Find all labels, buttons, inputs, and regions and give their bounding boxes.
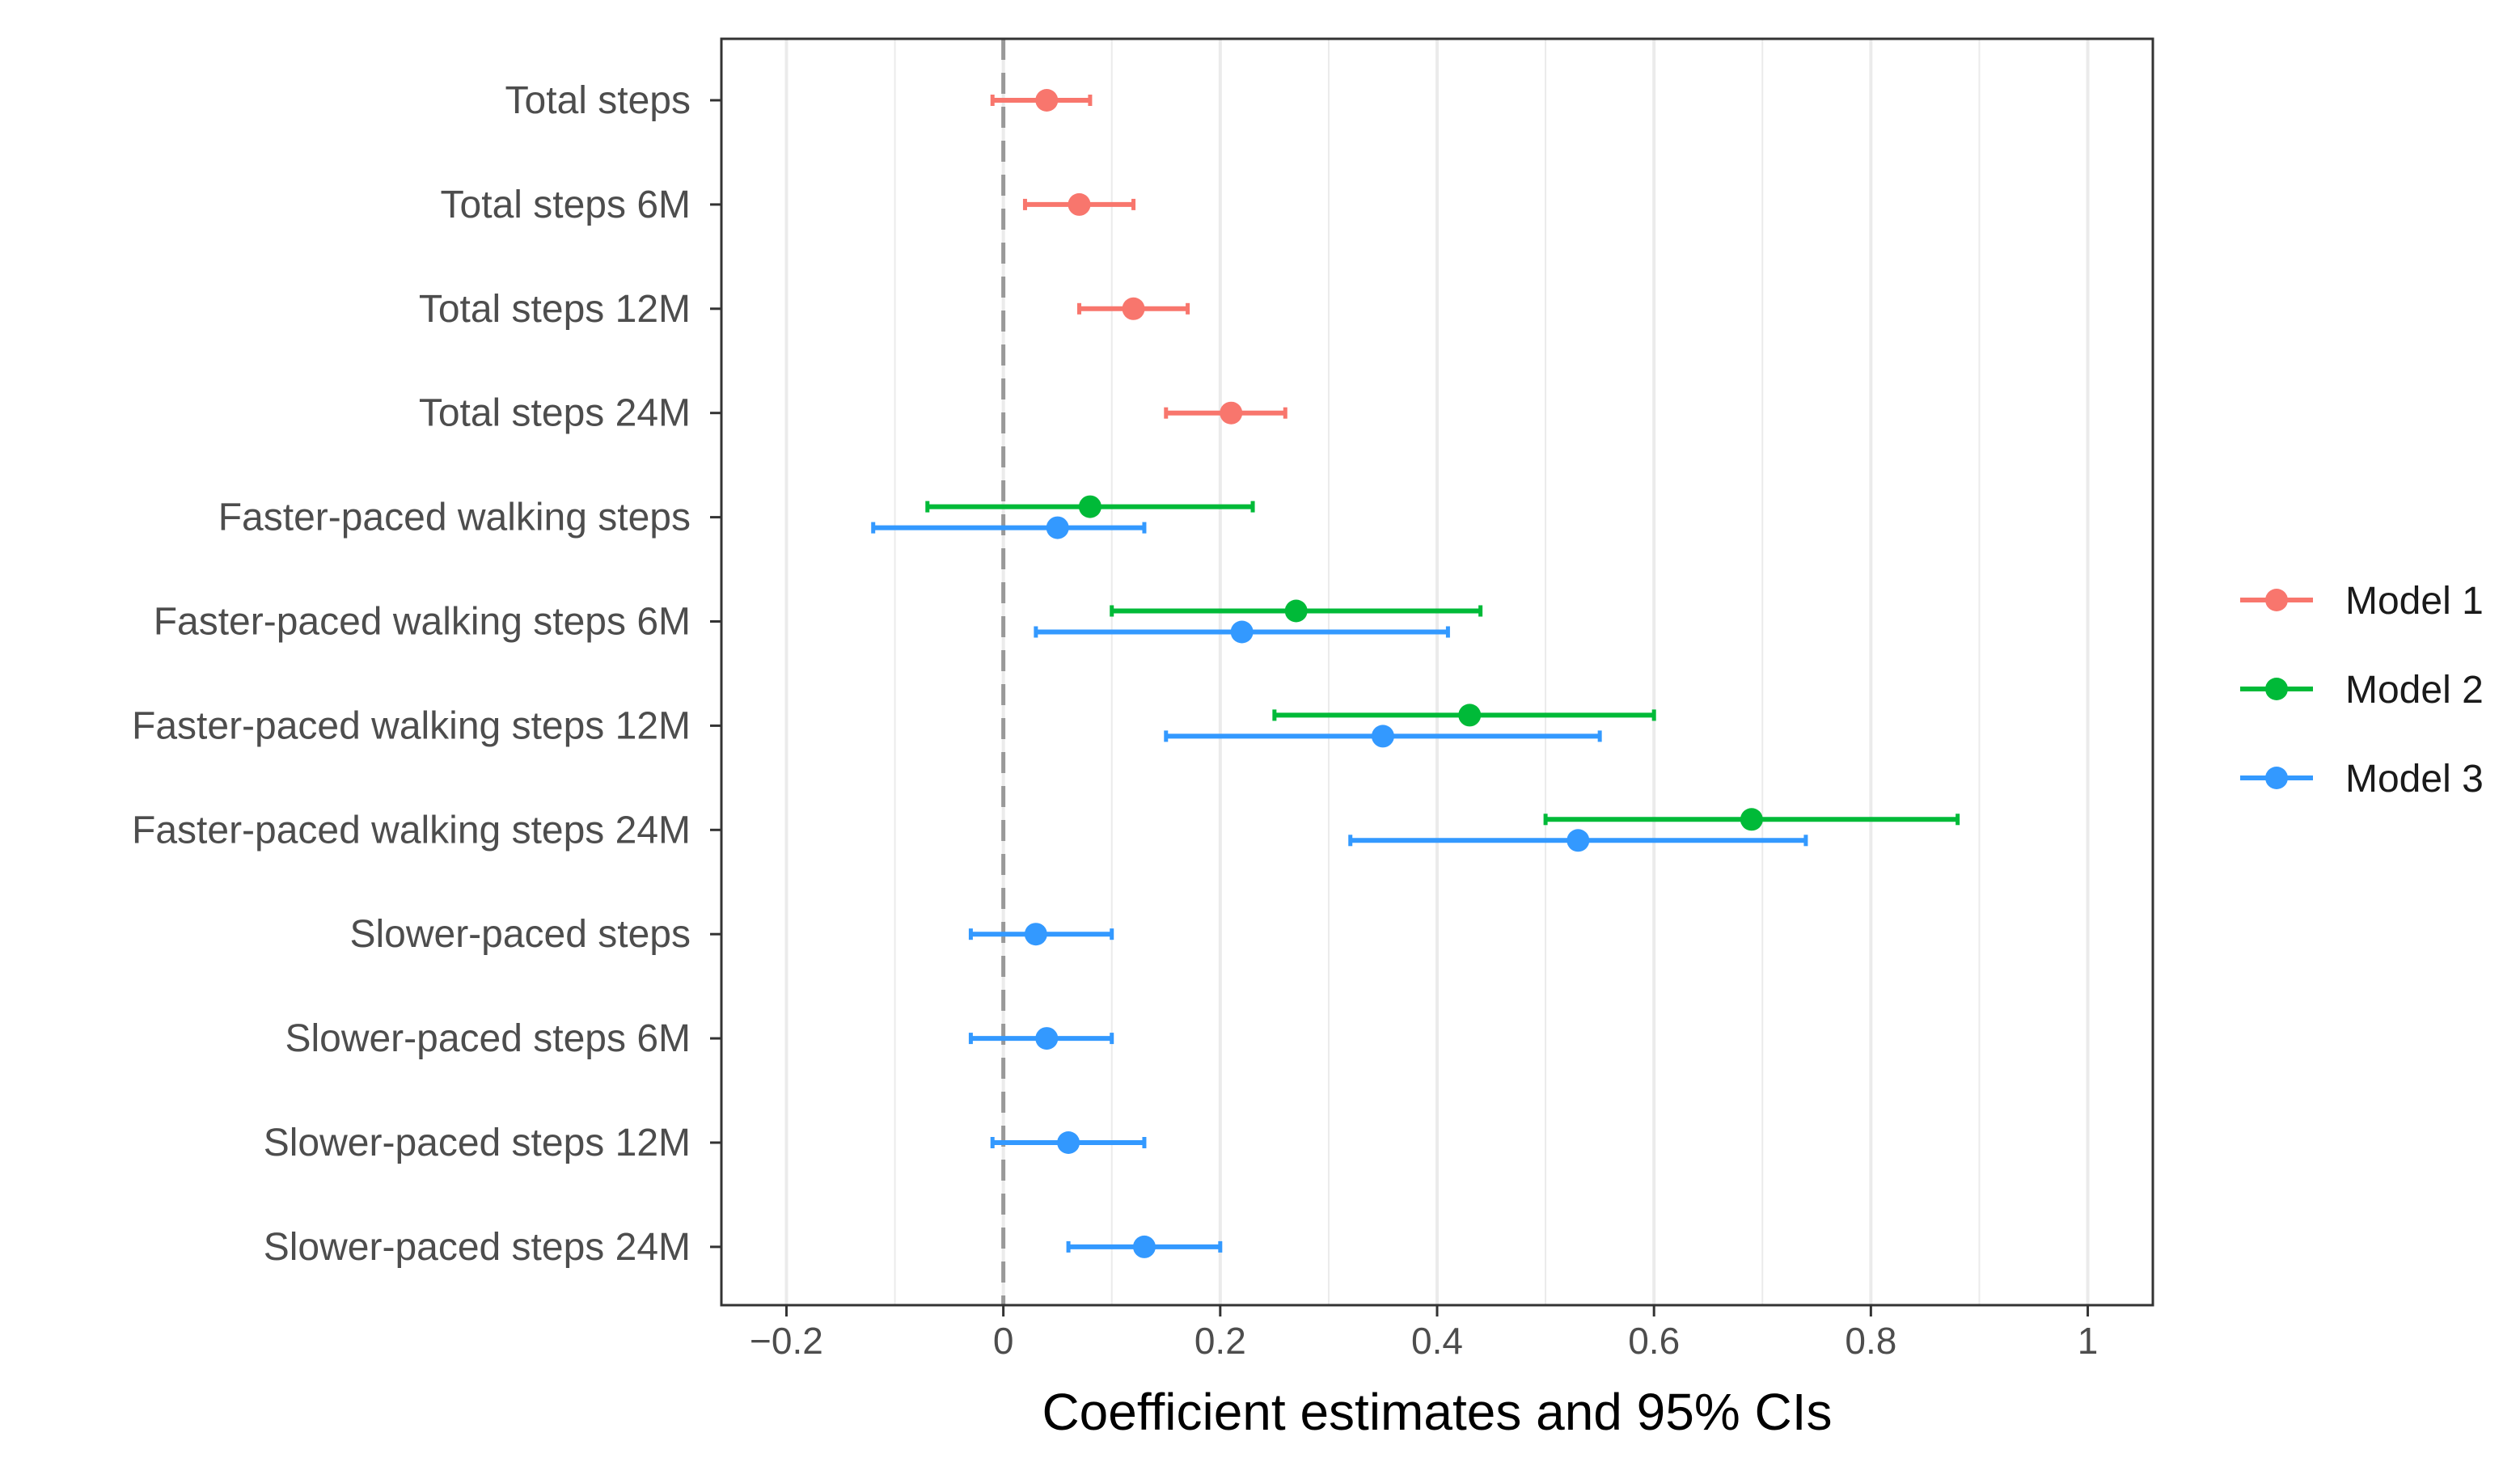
point-estimate	[1078, 495, 1101, 518]
estimate-model-3	[1164, 725, 1602, 748]
legend: Model 1 Model 2 Model 3	[2240, 580, 2484, 801]
point-estimate	[1132, 1235, 1156, 1258]
x-tick-label: 0.6	[1628, 1320, 1680, 1362]
point-estimate	[1371, 725, 1394, 748]
point-estimate	[1458, 704, 1482, 727]
y-tick-label: Slower-paced steps 12M	[264, 1122, 691, 1164]
legend-item: Model 2	[2240, 669, 2484, 712]
x-tick-label: 0.2	[1194, 1320, 1246, 1362]
legend-label: Model 1	[2345, 580, 2484, 623]
point-estimate	[1068, 192, 1091, 216]
estimate-model-2	[1110, 599, 1483, 623]
point-estimate	[1567, 829, 1590, 852]
estimate-model-1	[1077, 297, 1190, 320]
estimate-model-3	[1348, 829, 1808, 852]
point-estimate	[1057, 1131, 1080, 1154]
point-estimate	[1035, 89, 1059, 112]
estimate-model-1	[1164, 401, 1287, 425]
point-estimate	[1740, 808, 1763, 831]
point-estimate	[1024, 923, 1047, 946]
point-estimate	[1220, 401, 1243, 425]
y-tick-label: Total steps	[505, 79, 691, 122]
point-estimate	[1035, 1027, 1059, 1050]
point-estimate	[1284, 599, 1308, 623]
y-tick-label: Total steps 12M	[419, 288, 691, 331]
x-tick-label: 0.4	[1411, 1320, 1463, 1362]
y-tick-label: Faster-paced walking steps 24M	[132, 809, 691, 852]
x-tick-label: −0.2	[750, 1320, 823, 1362]
x-tick-label: 0.8	[1845, 1320, 1896, 1362]
y-tick-label: Total steps 24M	[419, 392, 691, 435]
point-estimate	[1230, 620, 1254, 644]
y-tick-label: Faster-paced walking steps 12M	[132, 704, 691, 747]
marks-layer	[871, 89, 1960, 1258]
estimate-model-3	[968, 923, 1114, 946]
estimate-model-3	[1066, 1235, 1223, 1258]
y-tick-label: Slower-paced steps 6M	[285, 1017, 691, 1060]
legend-key-point	[2265, 767, 2288, 789]
point-estimate	[1122, 297, 1145, 320]
point-estimate	[1046, 516, 1069, 539]
x-axis-title: Coefficient estimates and 95% CIs	[1042, 1383, 1832, 1441]
legend-item: Model 3	[2240, 758, 2484, 801]
estimate-model-3	[990, 1131, 1147, 1154]
y-tick-label: Slower-paced steps	[349, 913, 691, 956]
legend-key-point	[2265, 678, 2288, 700]
estimate-model-2	[925, 495, 1255, 518]
estimate-model-2	[1543, 808, 1960, 831]
estimate-model-3	[968, 1027, 1114, 1050]
legend-key-point	[2265, 589, 2288, 611]
y-tick-label: Slower-paced steps 24M	[264, 1226, 691, 1269]
estimate-model-3	[1034, 620, 1450, 644]
legend-label: Model 3	[2345, 758, 2484, 801]
estimate-model-2	[1272, 704, 1656, 727]
x-tick-label: 1	[2078, 1320, 2099, 1362]
x-tick-label: 0	[993, 1320, 1014, 1362]
estimate-model-3	[871, 516, 1147, 539]
estimate-model-1	[1022, 192, 1136, 216]
y-tick-label: Faster-paced walking steps	[218, 497, 691, 539]
legend-item: Model 1	[2240, 580, 2484, 623]
axis-layer: −0.2 0 0.2 0.4 0.6 0.8 1 Total steps Total steps…	[132, 79, 2098, 1362]
estimate-model-1	[990, 89, 1093, 112]
grid-layer	[784, 39, 2090, 1305]
y-tick-label: Total steps 6M	[441, 184, 691, 226]
y-tick-label: Faster-paced walking steps 6M	[154, 601, 691, 644]
legend-label: Model 2	[2345, 669, 2484, 712]
